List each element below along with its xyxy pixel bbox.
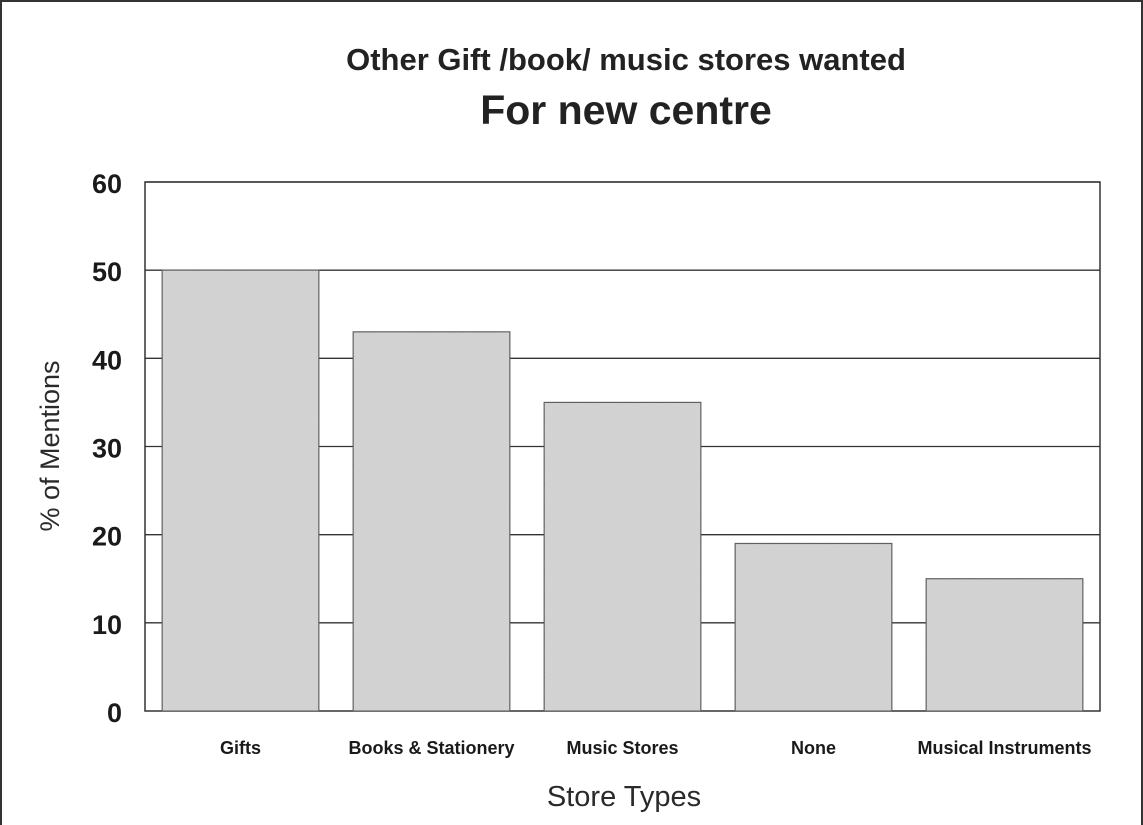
- chart-subtitle: For new centre: [480, 87, 772, 133]
- x-category-label: None: [791, 738, 836, 758]
- bar-texture: [162, 270, 319, 711]
- bar: [161, 269, 320, 712]
- bar-texture: [735, 543, 892, 711]
- x-category-label: Gifts: [220, 738, 261, 758]
- bar: [543, 401, 702, 712]
- y-tick-label: 40: [92, 345, 122, 375]
- y-tick-label: 20: [92, 522, 122, 552]
- bar-texture: [353, 331, 510, 711]
- bar: [734, 542, 893, 712]
- x-axis-title: Store Types: [547, 781, 701, 813]
- chart-title: Other Gift /book/ music stores wanted: [346, 42, 906, 77]
- bar: [925, 578, 1084, 712]
- bars: [161, 269, 1084, 712]
- y-tick-labels: 0 10 20 30 40 50 60: [92, 169, 122, 728]
- bar-texture: [926, 578, 1083, 711]
- x-category-label: Musical Instruments: [917, 738, 1091, 758]
- x-category-label: Music Stores: [566, 738, 678, 758]
- x-category-labels: Gifts Books & Stationery Music Stores None M…: [220, 738, 1092, 758]
- y-tick-label: 30: [92, 434, 122, 464]
- y-axis-title: % of Mentions: [35, 360, 65, 531]
- bar: [352, 331, 511, 712]
- bar-texture: [544, 402, 701, 711]
- y-tick-label: 60: [92, 169, 122, 199]
- y-tick-label: 50: [92, 257, 122, 287]
- y-tick-label: 0: [107, 698, 122, 728]
- y-tick-label: 10: [92, 610, 122, 640]
- x-category-label: Books & Stationery: [348, 738, 514, 758]
